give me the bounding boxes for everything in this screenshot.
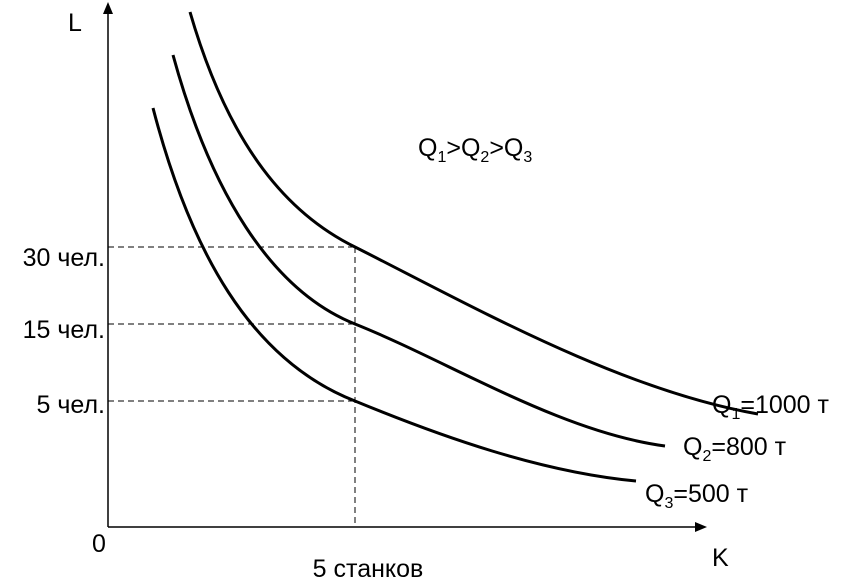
symbol: >Q (489, 134, 523, 162)
subscript: 3 (664, 495, 673, 512)
x-axis-label: K (712, 544, 729, 572)
isoquant (151, 107, 637, 483)
curve-label: Q1=1000 т (712, 391, 830, 423)
y-mark-label: 15 чел. (23, 316, 105, 344)
symbol: Q (712, 391, 731, 419)
isoquant (188, 11, 759, 416)
x-mark-label: 5 станков (313, 555, 424, 582)
subscript: 1 (437, 149, 446, 166)
symbol: Q (645, 480, 664, 508)
y-axis-label: L (68, 9, 82, 37)
symbol: Q (683, 433, 702, 461)
value: =800 т (711, 433, 786, 461)
symbol: Q (418, 134, 437, 162)
x-arrow (695, 522, 707, 532)
y-mark-label: 30 чел. (23, 244, 105, 272)
value: =1000 т (740, 391, 829, 419)
relation: Q1>Q2>Q3 (418, 134, 532, 166)
curve-label: Q3=500 т (645, 480, 749, 512)
y-mark-label: 5 чел. (37, 391, 105, 419)
isoquant (171, 54, 666, 448)
symbol: >Q (446, 134, 480, 162)
y-arrow (103, 2, 113, 14)
subscript: 3 (523, 149, 532, 166)
curve-label: Q2=800 т (683, 433, 787, 465)
subscript: 2 (702, 448, 711, 465)
subscript: 2 (480, 149, 489, 166)
subscript: 1 (731, 406, 740, 423)
origin-label: 0 (92, 530, 106, 558)
value: =500 т (673, 480, 748, 508)
